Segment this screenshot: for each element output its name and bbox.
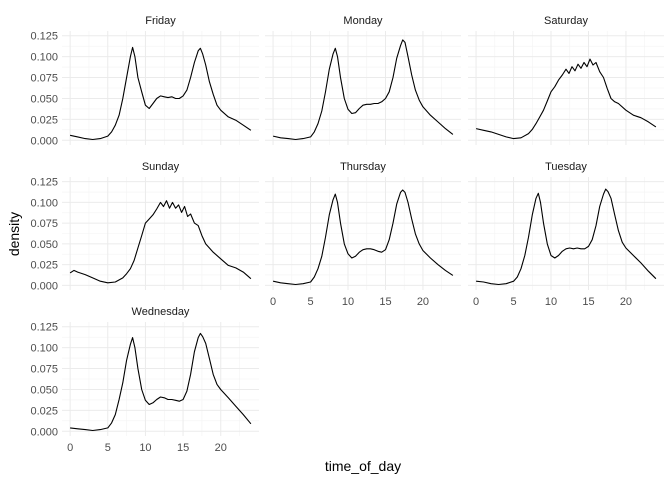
facet-panel-monday: Monday [265, 15, 461, 145]
facet-strip-label: Friday [145, 15, 176, 27]
y-tick-label: 0.125 [30, 177, 58, 189]
y-tick-label: 0.050 [30, 384, 58, 396]
y-tick-label: 0.000 [30, 280, 58, 292]
y-tick-label: 0.075 [30, 73, 58, 85]
density-line-thursday [272, 189, 454, 286]
y-tick-label: 0.025 [30, 405, 58, 417]
y-tick-label: 0.100 [30, 343, 58, 355]
facet-strip-label: Wednesday [132, 306, 190, 318]
y-tick-label: 0.050 [30, 239, 58, 251]
facet-strip-label: Monday [343, 15, 383, 27]
facet-strip-label: Saturday [544, 15, 589, 27]
y-tick-label: 0.025 [30, 114, 58, 126]
x-tick-label: 20 [620, 296, 632, 308]
x-tick-label: 0 [473, 296, 479, 308]
density-line-saturday [475, 58, 657, 140]
facet-panel-wednesday: Wednesday 0.000 0.025 0.050 0.075 0.100 0.125 0… [30, 306, 259, 454]
density-line-tuesday [476, 188, 657, 286]
x-tick-label: 15 [379, 296, 391, 308]
facet-panels: Friday 0.000 0.025 0.050 0.075 0.100 0.125 Mond… [30, 15, 664, 454]
x-tick-label: 15 [177, 442, 189, 454]
x-tick-label: 10 [545, 296, 557, 308]
y-axis-title: density [6, 212, 22, 256]
x-tick-label: 10 [342, 296, 354, 308]
density-line-sunday [69, 200, 252, 284]
x-tick-label: 5 [105, 442, 111, 454]
facet-strip-label: Tuesday [545, 161, 587, 173]
facet-panel-saturday: Saturday [468, 15, 664, 145]
x-tick-label: 0 [67, 442, 73, 454]
facet-strip-label: Sunday [142, 161, 180, 173]
y-tick-label: 0.000 [30, 135, 58, 147]
y-tick-label: 0.075 [30, 364, 58, 376]
x-tick-label: 5 [307, 296, 313, 308]
x-tick-label: 10 [139, 442, 151, 454]
facet-panel-sunday: Sunday 0.000 0.025 0.050 0.075 0.100 0.125 [30, 161, 259, 292]
x-tick-label: 0 [270, 296, 276, 308]
facet-panel-friday: Friday 0.000 0.025 0.050 0.075 0.100 0.125 [30, 15, 259, 147]
x-tick-label: 20 [417, 296, 429, 308]
y-tick-label: 0.000 [30, 426, 58, 438]
y-tick-label: 0.125 [30, 31, 58, 43]
facet-strip-label: Thursday [340, 161, 386, 173]
y-tick-label: 0.050 [30, 93, 58, 105]
x-tick-label: 5 [510, 296, 516, 308]
facet-panel-tuesday: Tuesday 0 5 10 15 20 [468, 161, 664, 308]
y-tick-label: 0.100 [30, 52, 58, 64]
density-line-wednesday [70, 332, 252, 432]
x-tick-label: 20 [215, 442, 227, 454]
density-line-monday [272, 39, 454, 141]
y-tick-label: 0.075 [30, 218, 58, 230]
y-tick-label: 0.100 [30, 197, 58, 209]
x-axis-title: time_of_day [325, 458, 401, 474]
x-tick-label: 15 [582, 296, 594, 308]
y-tick-label: 0.125 [30, 322, 58, 334]
y-tick-label: 0.025 [30, 260, 58, 272]
density-line-friday [69, 46, 252, 141]
facet-panel-thursday: Thursday 0 5 10 15 20 [265, 161, 461, 308]
